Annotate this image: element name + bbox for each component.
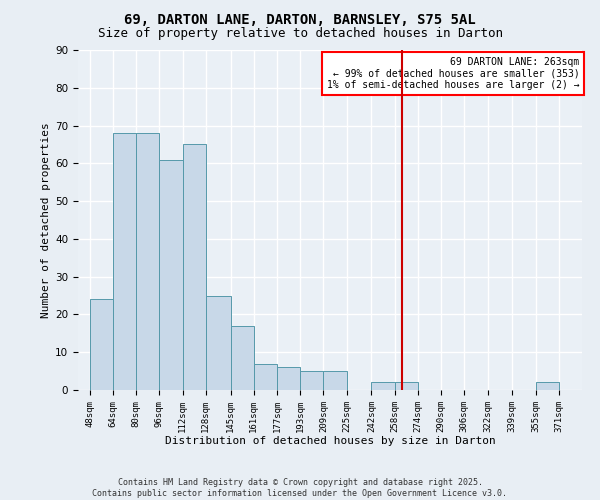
Bar bbox=[160, 160, 182, 390]
Text: Contains HM Land Registry data © Crown copyright and database right 2025.
Contai: Contains HM Land Registry data © Crown c… bbox=[92, 478, 508, 498]
Bar bbox=[536, 382, 559, 390]
Text: 69, DARTON LANE, DARTON, BARNSLEY, S75 5AL: 69, DARTON LANE, DARTON, BARNSLEY, S75 5… bbox=[124, 12, 476, 26]
Bar bbox=[323, 371, 347, 390]
Bar bbox=[277, 368, 300, 390]
Bar bbox=[371, 382, 395, 390]
Bar bbox=[89, 300, 113, 390]
Bar bbox=[230, 326, 254, 390]
Text: Size of property relative to detached houses in Darton: Size of property relative to detached ho… bbox=[97, 28, 503, 40]
X-axis label: Distribution of detached houses by size in Darton: Distribution of detached houses by size … bbox=[164, 436, 496, 446]
Bar bbox=[113, 133, 136, 390]
Bar bbox=[182, 144, 206, 390]
Bar bbox=[206, 296, 230, 390]
Y-axis label: Number of detached properties: Number of detached properties bbox=[41, 122, 51, 318]
Bar bbox=[254, 364, 277, 390]
Bar bbox=[395, 382, 418, 390]
Bar bbox=[300, 371, 323, 390]
Bar bbox=[136, 133, 160, 390]
Text: 69 DARTON LANE: 263sqm
← 99% of detached houses are smaller (353)
1% of semi-det: 69 DARTON LANE: 263sqm ← 99% of detached… bbox=[327, 57, 580, 90]
